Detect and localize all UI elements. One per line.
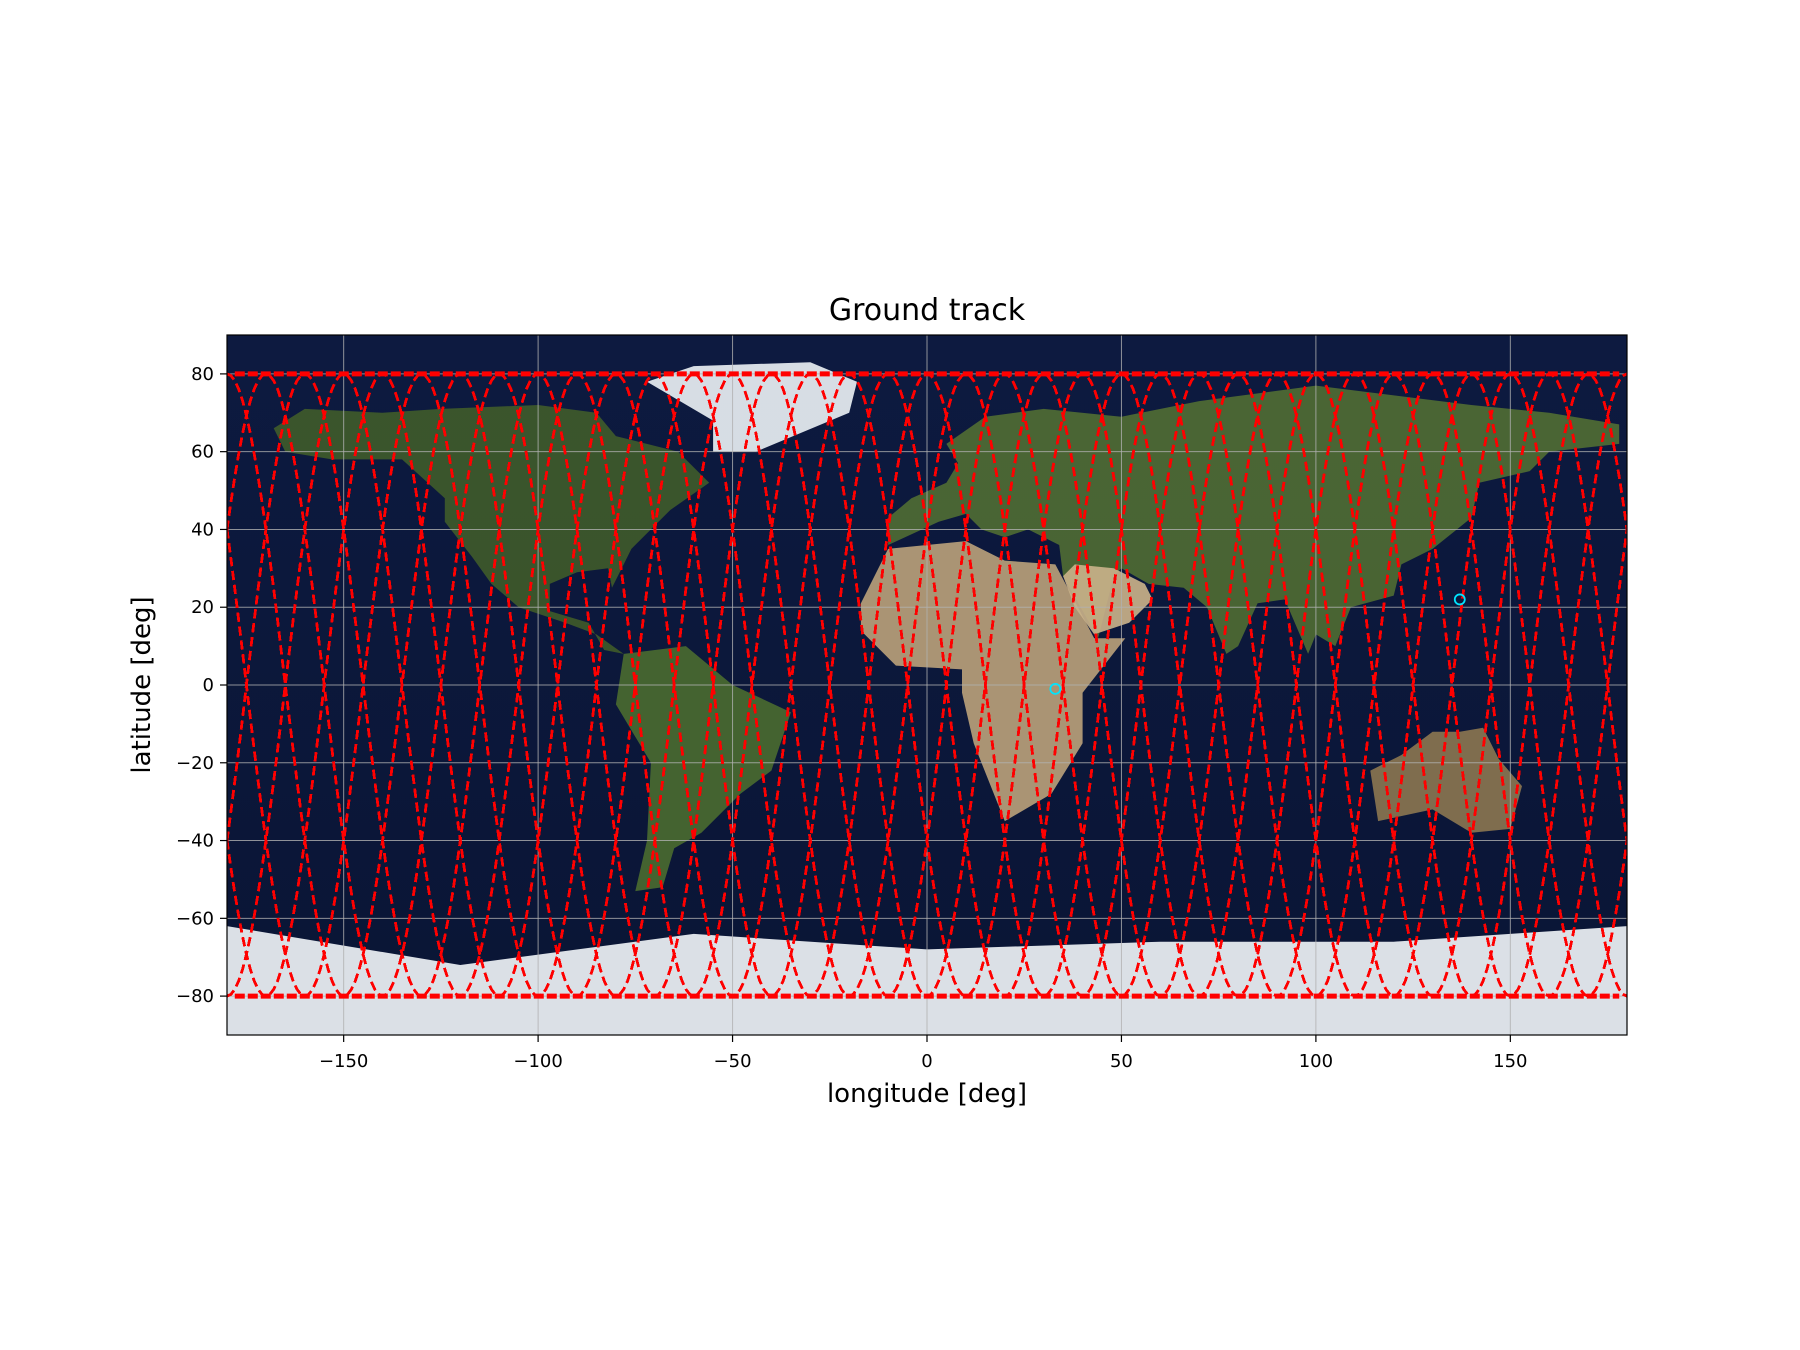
x-axis-ticks: −150 −100 −50 0 50 100 150	[319, 1035, 1528, 1072]
x-axis-label: longitude [deg]	[827, 1079, 1027, 1109]
y-tick-label: 40	[191, 519, 214, 540]
position-markers	[1049, 593, 1466, 695]
ground-track-line	[227, 372, 1627, 998]
x-tick-label: 100	[1299, 1051, 1333, 1072]
continent-greenland	[647, 362, 857, 452]
continent-arabia	[1063, 564, 1153, 635]
y-tick-label: −80	[176, 986, 214, 1007]
y-tick-label: −20	[176, 753, 214, 774]
y-tick-label: 0	[203, 675, 214, 696]
x-tick-label: 0	[921, 1051, 932, 1072]
ground-track-lines	[227, 371, 1627, 999]
chart-title: Ground track	[829, 293, 1026, 328]
y-tick-label: −60	[176, 908, 214, 929]
continent-australia	[1370, 727, 1522, 833]
position-marker	[1049, 682, 1062, 695]
x-tick-label: 50	[1110, 1051, 1133, 1072]
x-tick-label: −150	[319, 1051, 368, 1072]
x-tick-label: −50	[714, 1051, 752, 1072]
y-tick-label: 80	[191, 364, 214, 385]
y-axis-label: latitude [deg]	[127, 596, 157, 773]
y-tick-label: 60	[191, 442, 214, 463]
x-tick-label: 150	[1493, 1051, 1527, 1072]
ground-track-line	[227, 372, 1627, 998]
position-marker	[1453, 593, 1466, 606]
plot-area	[227, 335, 1627, 1035]
continent-south-america	[615, 646, 791, 892]
y-tick-label: 20	[191, 597, 214, 618]
y-axis-ticks: −80 −60 −40 −20 0 20 40 60 80	[176, 364, 227, 1007]
y-tick-label: −40	[176, 831, 214, 852]
x-tick-label: −100	[513, 1051, 562, 1072]
